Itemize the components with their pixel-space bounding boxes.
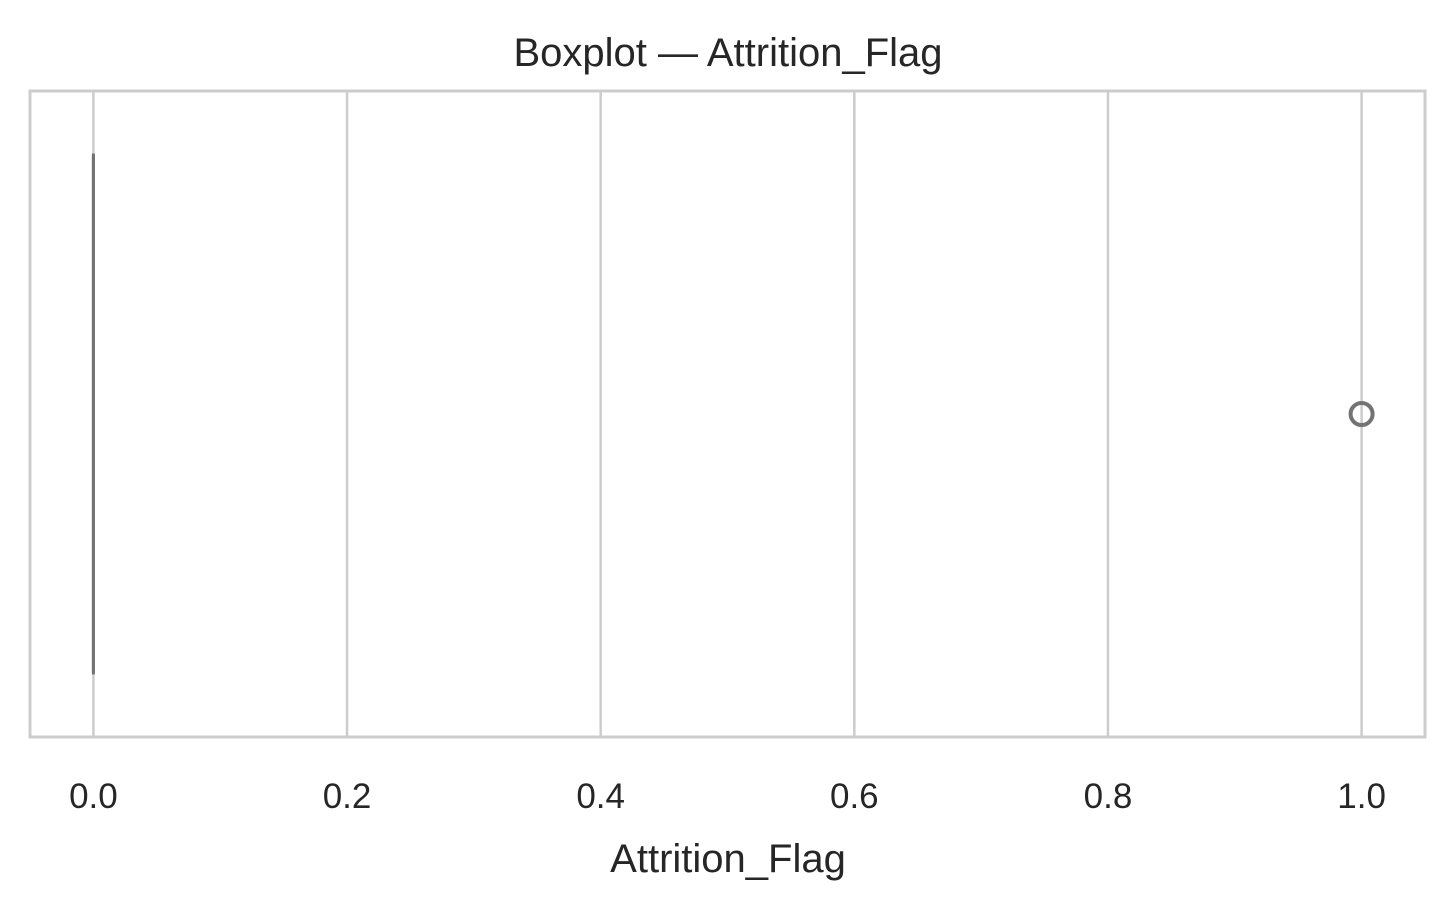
x-tick-labels: 0.0 0.2 0.4 0.6 0.8 1.0 [69, 777, 1386, 816]
x-tick-label: 0.4 [576, 777, 625, 816]
x-tick-label: 0.8 [1084, 777, 1133, 816]
x-tick-label: 1.0 [1337, 777, 1386, 816]
chart-title: Boxplot — Attrition_Flag [513, 31, 942, 75]
outlier-point [1348, 401, 1375, 427]
x-tick-label: 0.2 [323, 777, 372, 816]
box-plot [91, 153, 1375, 675]
x-tick-label: 0.6 [830, 777, 879, 816]
x-axis-label: Attrition_Flag [610, 837, 846, 881]
gridlines [92, 91, 1363, 737]
plot-frame [28, 89, 1427, 739]
x-tick-label: 0.0 [69, 777, 118, 816]
